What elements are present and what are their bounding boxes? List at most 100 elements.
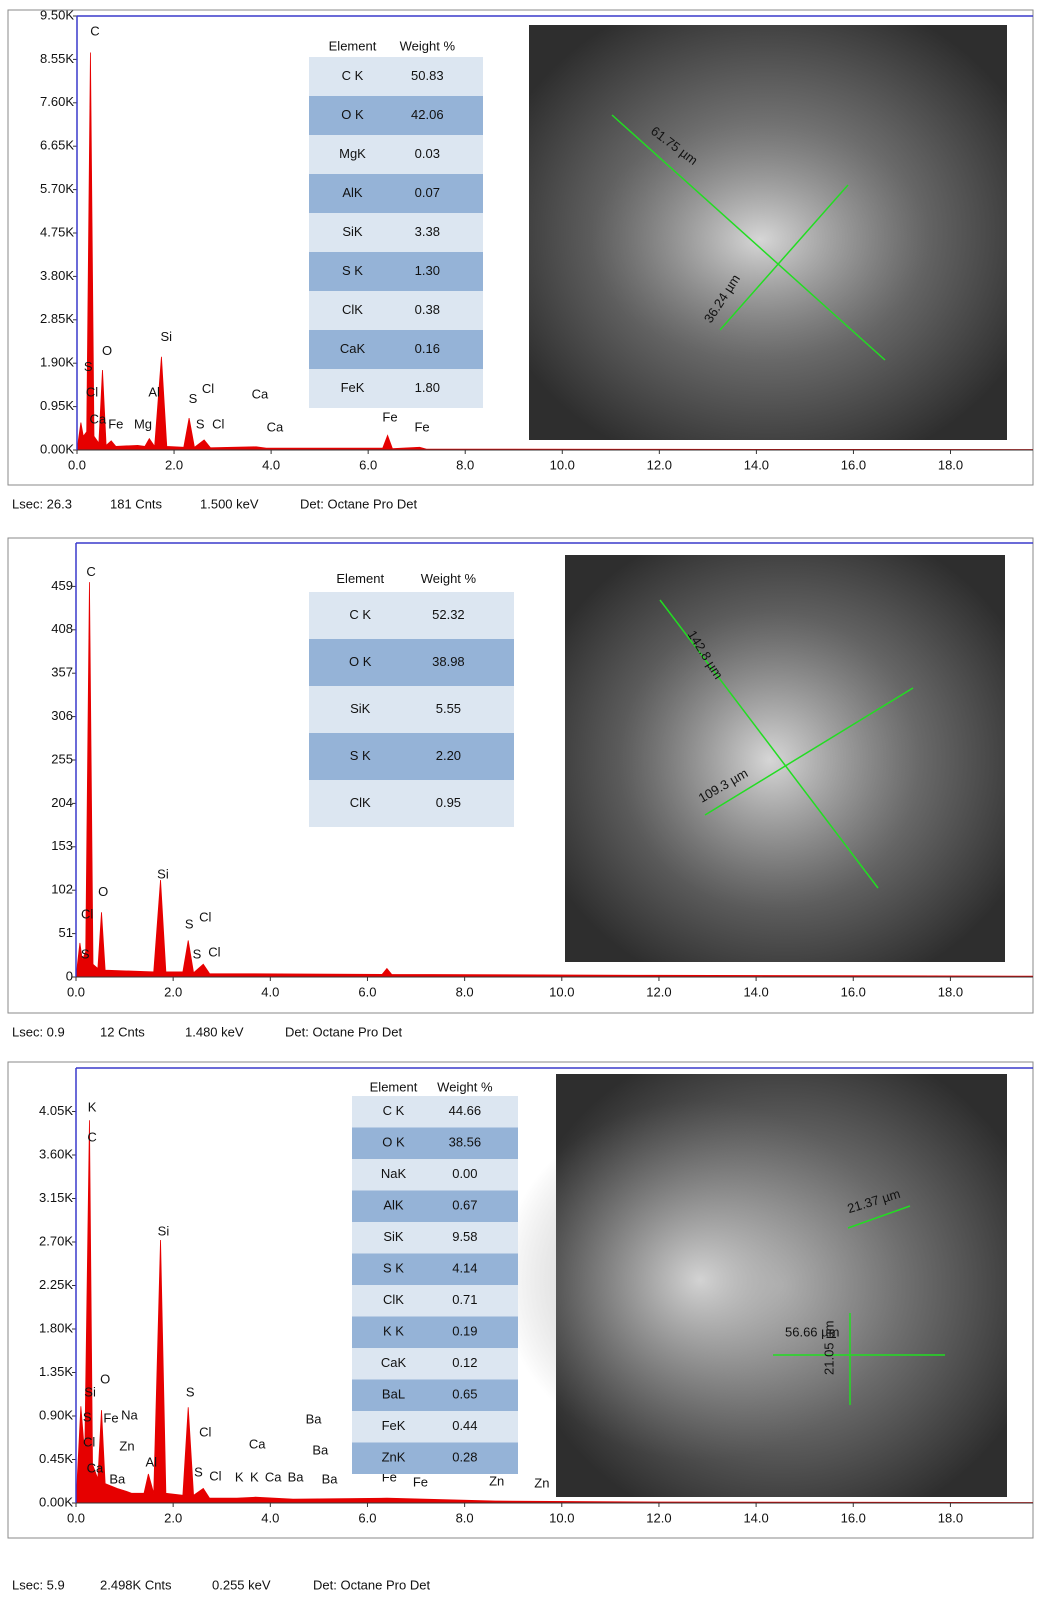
table-cell: C K bbox=[349, 607, 371, 622]
table-cell: S K bbox=[350, 748, 371, 763]
table-cell: 9.58 bbox=[452, 1229, 477, 1244]
footer-text: Det: Octane Pro Det bbox=[300, 496, 417, 511]
y-tick-label: 306 bbox=[51, 708, 73, 723]
table-row bbox=[309, 639, 514, 686]
peak-label: Ca bbox=[265, 1469, 282, 1484]
x-tick-label: 4.0 bbox=[261, 984, 279, 999]
table-row bbox=[352, 1443, 518, 1475]
peak-label: Ca bbox=[87, 1460, 104, 1475]
x-tick-label: 10.0 bbox=[549, 984, 574, 999]
table-cell: 4.14 bbox=[452, 1261, 477, 1276]
table-cell: 5.55 bbox=[436, 701, 461, 716]
peak-label: Ca bbox=[90, 411, 107, 426]
peak-label: Ca bbox=[267, 420, 284, 435]
peak-label: Cl bbox=[81, 906, 93, 921]
panel: 0.00K0.45K0.90K1.35K1.80K2.25K2.70K3.15K… bbox=[8, 1062, 1033, 1592]
table-header: Element bbox=[370, 1079, 418, 1094]
footer-text: 1.480 keV bbox=[185, 1024, 244, 1039]
table-row bbox=[309, 174, 483, 213]
peak-label: K bbox=[250, 1469, 259, 1484]
table-row bbox=[352, 1254, 518, 1286]
peak-label: Cl bbox=[199, 1424, 211, 1439]
peak-label: Ba bbox=[312, 1442, 329, 1457]
peak-label: Fe bbox=[108, 416, 123, 431]
table-cell: O K bbox=[349, 654, 372, 669]
table-cell: C K bbox=[342, 68, 364, 83]
table-row bbox=[352, 1380, 518, 1412]
peak-label: Fe bbox=[414, 420, 429, 435]
y-tick-label: 0 bbox=[66, 968, 73, 983]
peak-label: Zn bbox=[119, 1438, 134, 1453]
peak-label: S bbox=[81, 946, 90, 961]
table-cell: CaK bbox=[340, 341, 366, 356]
table-row bbox=[352, 1222, 518, 1254]
table-cell: 0.19 bbox=[452, 1324, 477, 1339]
x-tick-label: 4.0 bbox=[262, 457, 280, 472]
peak-label: K bbox=[88, 1099, 97, 1114]
peak-label: Ba bbox=[322, 1471, 339, 1486]
peak-label: Si bbox=[157, 866, 169, 881]
y-tick-label: 0.95K bbox=[40, 398, 74, 413]
table-header: Element bbox=[336, 571, 384, 586]
footer-text: 181 Cnts bbox=[110, 496, 163, 511]
x-tick-label: 0.0 bbox=[67, 1510, 85, 1525]
x-tick-label: 16.0 bbox=[841, 1510, 866, 1525]
table-cell: AlK bbox=[342, 185, 363, 200]
table-row bbox=[352, 1348, 518, 1380]
table-cell: MgK bbox=[339, 146, 366, 161]
peak-label: S bbox=[186, 1384, 195, 1399]
peak-label: C bbox=[87, 1129, 96, 1144]
peak-label: S bbox=[83, 1409, 92, 1424]
y-tick-label: 204 bbox=[51, 795, 73, 810]
x-tick-label: 18.0 bbox=[938, 984, 963, 999]
sem-particle bbox=[500, 1100, 900, 1460]
peak-label: Cl bbox=[209, 1468, 221, 1483]
footer-text: 0.255 keV bbox=[212, 1577, 271, 1592]
peak-label: Cl bbox=[199, 910, 211, 925]
figure: 0.00K0.95K1.90K2.85K3.80K4.75K5.70K6.65K… bbox=[0, 0, 1053, 1599]
table-cell: 0.44 bbox=[452, 1418, 477, 1433]
y-tick-label: 4.75K bbox=[40, 224, 74, 239]
table-row bbox=[352, 1191, 518, 1223]
table-cell: SiK bbox=[383, 1229, 404, 1244]
y-tick-label: 2.25K bbox=[39, 1277, 73, 1292]
table-row bbox=[309, 369, 483, 408]
footer-text: 2.498K Cnts bbox=[100, 1577, 172, 1592]
x-tick-label: 18.0 bbox=[938, 457, 963, 472]
table-header: Element bbox=[329, 38, 377, 53]
table-row bbox=[309, 291, 483, 330]
y-tick-label: 2.70K bbox=[39, 1233, 73, 1248]
table-cell: CaK bbox=[381, 1355, 407, 1370]
table-cell: 0.71 bbox=[452, 1292, 477, 1307]
y-tick-label: 3.60K bbox=[39, 1146, 73, 1161]
table-header: Weight % bbox=[421, 571, 477, 586]
y-tick-label: 4.05K bbox=[39, 1103, 73, 1118]
table-row bbox=[309, 252, 483, 291]
table-cell: 38.98 bbox=[432, 654, 465, 669]
table-header: Weight % bbox=[437, 1079, 493, 1094]
x-tick-label: 4.0 bbox=[261, 1510, 279, 1525]
table-cell: SiK bbox=[350, 701, 371, 716]
table-cell: K K bbox=[383, 1324, 404, 1339]
table-cell: 42.06 bbox=[411, 107, 444, 122]
measure-label: 21.05 µm bbox=[821, 1321, 836, 1375]
footer-text: Lsec: 26.3 bbox=[12, 496, 72, 511]
table-cell: 0.95 bbox=[436, 795, 461, 810]
table-row bbox=[352, 1096, 518, 1128]
x-tick-label: 12.0 bbox=[647, 457, 672, 472]
y-tick-label: 2.85K bbox=[40, 311, 74, 326]
table-cell: 2.20 bbox=[436, 748, 461, 763]
table-cell: ClK bbox=[342, 302, 363, 317]
table-cell: ZnK bbox=[382, 1450, 406, 1465]
table-cell: 0.12 bbox=[452, 1355, 477, 1370]
x-tick-label: 14.0 bbox=[743, 1510, 768, 1525]
peak-label: Ba bbox=[288, 1469, 305, 1484]
x-tick-label: 6.0 bbox=[359, 457, 377, 472]
table-row bbox=[352, 1317, 518, 1349]
peak-label: Cl bbox=[208, 945, 220, 960]
table-row bbox=[309, 686, 514, 733]
table-cell: 0.00 bbox=[452, 1166, 477, 1181]
y-tick-label: 1.35K bbox=[39, 1364, 73, 1379]
table-cell: BaL bbox=[382, 1387, 405, 1402]
